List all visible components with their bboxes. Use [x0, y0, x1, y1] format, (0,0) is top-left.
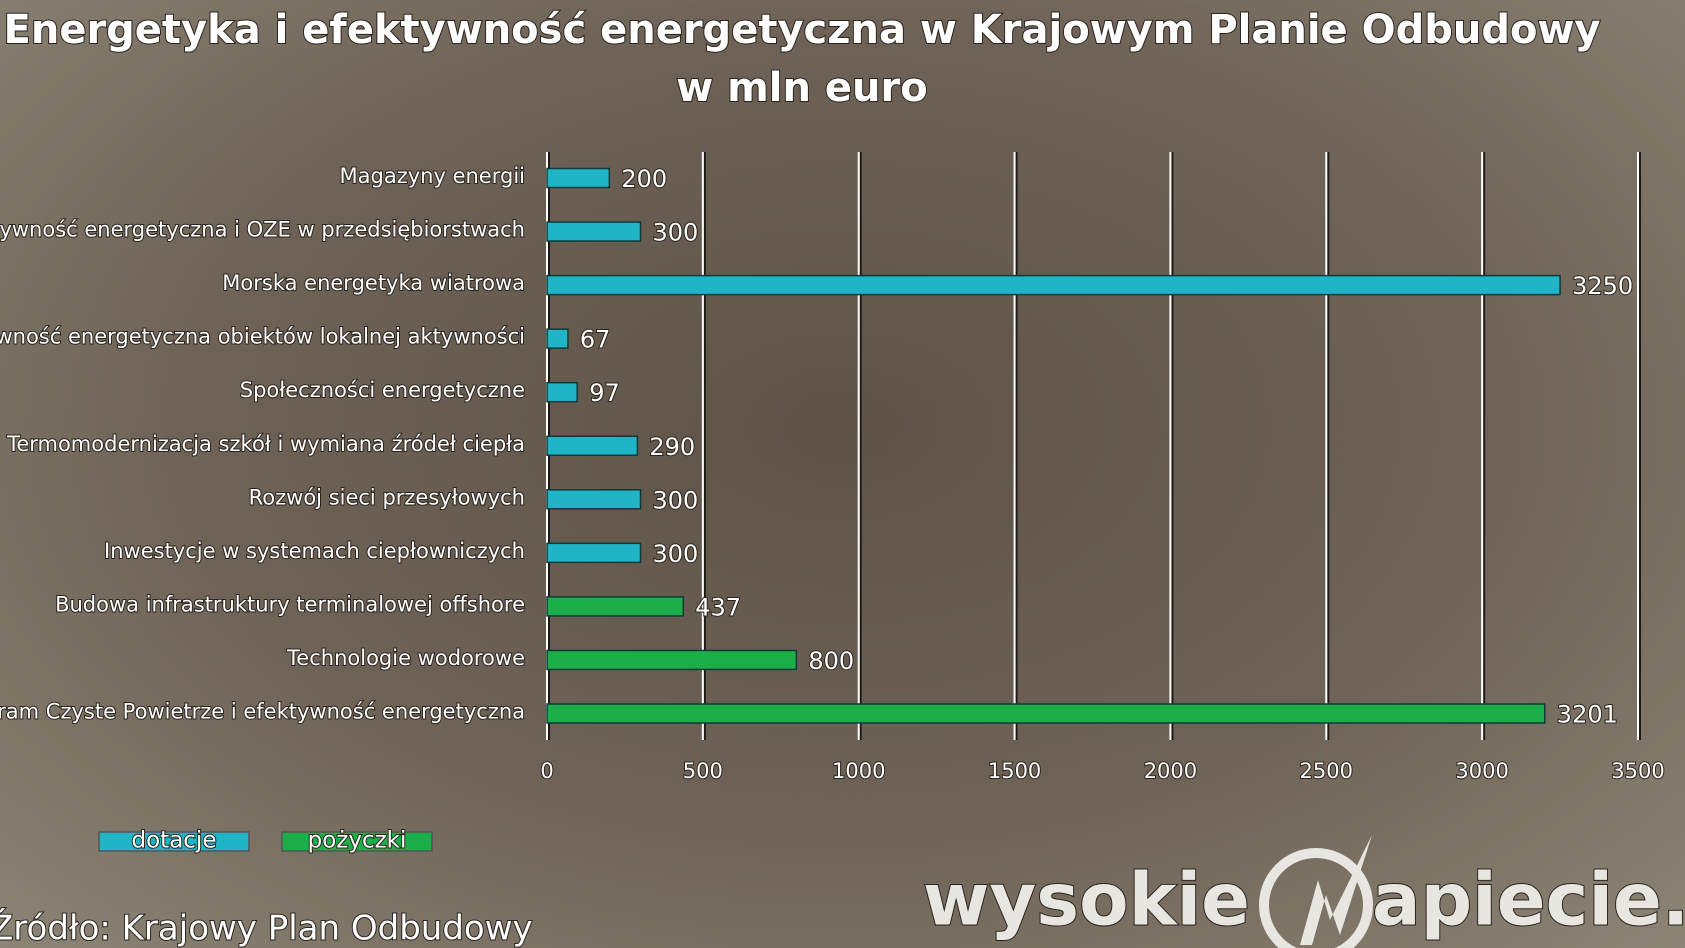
value-label: 290 — [649, 433, 695, 461]
y-tick-label: Inwestycje w systemach ciepłowniczych — [104, 539, 525, 563]
legend-swatch — [281, 831, 433, 852]
x-tick-label: 1000 — [832, 759, 885, 783]
bar — [546, 167, 611, 189]
y-tick-label: Efektywność energetyczna obiektów lokaln… — [0, 325, 525, 349]
logo-text: wysokie — [923, 858, 1250, 942]
value-label: 67 — [580, 326, 611, 354]
source: Źródło: Krajowy Plan Odbudowy — [0, 908, 533, 948]
value-label: 3201 — [1557, 701, 1618, 729]
bar — [546, 703, 1546, 724]
y-tick-label: Program Czyste Powietrze i efektywność e… — [0, 700, 525, 724]
y-tick-label: Budowa infrastruktury terminalowej offsh… — [55, 592, 525, 616]
y-tick-label: Termomodernizacja szkół i wymiana źródeł… — [6, 432, 525, 456]
legend-label: dotacje — [132, 828, 217, 854]
value-label: 300 — [653, 540, 699, 568]
x-tick-label: 3000 — [1455, 759, 1508, 783]
x-tick-label: 0 — [540, 759, 553, 783]
bar — [546, 596, 684, 617]
bar — [546, 221, 642, 242]
value-label: 300 — [653, 486, 699, 514]
x-tick-label: 3500 — [1611, 759, 1664, 783]
y-tick-label: Efektywność energetyczna i OZE w przedsi… — [0, 218, 525, 242]
value-label: 200 — [621, 165, 667, 193]
y-tick-label: Technologie wodorowe — [286, 646, 525, 670]
value-label: 300 — [653, 219, 699, 247]
y-tick-label: Morska energetyka wiatrowa — [222, 271, 525, 295]
bar — [546, 435, 639, 456]
logo: wysokie apiecie.pl — [922, 835, 1685, 948]
y-tick-label: Magazyny energii — [340, 164, 525, 188]
x-tick-label: 2000 — [1144, 759, 1197, 783]
legend-label: pożyczki — [308, 828, 407, 854]
x-tick-label: 2500 — [1300, 759, 1353, 783]
bar — [546, 542, 642, 564]
value-label: 97 — [589, 379, 620, 407]
value-label: 437 — [695, 593, 741, 621]
chart-title: Energetyka i efektywność energetyczna w … — [4, 7, 1601, 53]
bar — [546, 381, 578, 403]
value-label: 3250 — [1572, 272, 1633, 300]
bar — [546, 328, 569, 349]
y-tick-label: Rozwój sieci przesyłowych — [249, 485, 525, 509]
logo-bolt — [1300, 835, 1372, 945]
bar — [546, 489, 642, 510]
legend-swatch — [98, 831, 250, 852]
logo-icon — [1259, 848, 1373, 948]
logo-text: apiecie.pl — [1372, 858, 1685, 942]
chart-subtitle: w mln euro — [676, 65, 927, 111]
x-tick-label: 1500 — [988, 759, 1041, 783]
bar — [546, 274, 1561, 296]
x-tick-label: 500 — [683, 759, 723, 783]
y-tick-label: Społeczności energetyczne — [240, 378, 525, 402]
bar — [546, 649, 798, 671]
value-label: 800 — [808, 647, 854, 675]
